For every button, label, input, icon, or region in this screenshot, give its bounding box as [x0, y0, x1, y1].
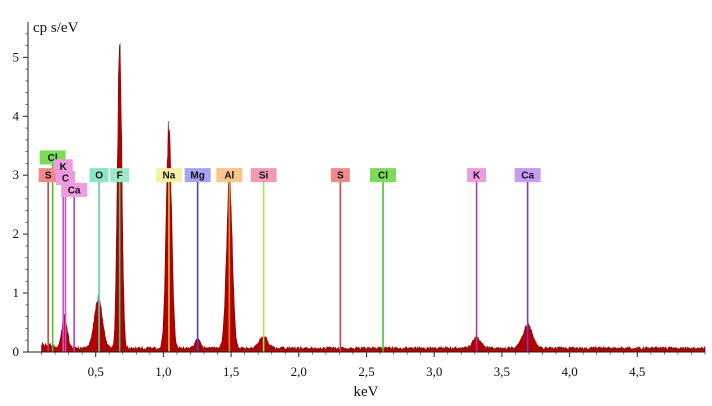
element-marker-label-bg: [370, 168, 397, 183]
element-marker-label: Al: [224, 171, 234, 182]
element-marker-label: K: [473, 171, 481, 182]
element-marker-label-bg: [467, 168, 487, 183]
element-marker-label-bg: [184, 168, 211, 183]
element-marker-label-bg: [514, 168, 541, 183]
x-tick-label: 4,5: [629, 364, 645, 379]
x-tick-label: 0,5: [88, 364, 104, 379]
element-marker-label: K: [60, 162, 68, 173]
y-tick-label: 1: [13, 285, 20, 300]
x-tick-label: 3,0: [426, 364, 442, 379]
element-marker-label: O: [95, 171, 103, 182]
element-marker-label-bg: [110, 168, 130, 183]
element-marker-label-bg: [61, 182, 88, 197]
y-tick-label: 2: [13, 226, 20, 241]
x-tick-label: 1,5: [223, 364, 239, 379]
plot-area: [41, 42, 706, 353]
element-marker-label-bg: [89, 168, 109, 183]
element-marker-label-bg: [330, 168, 350, 183]
element-marker-label: C: [62, 174, 69, 185]
element-marker-label: Ca: [521, 171, 534, 182]
element-marker-label-bg: [155, 168, 182, 183]
element-marker-label-bg: [56, 171, 76, 186]
element-marker-label-bg: [250, 168, 277, 183]
element-marker-label: Cl: [48, 153, 58, 164]
element-marker-label: Ca: [68, 185, 81, 196]
y-axis-title: cp s/eV: [33, 20, 79, 36]
element-marker-label: Si: [259, 171, 269, 182]
x-axis-title: keV: [354, 384, 379, 400]
element-marker-label-bg: [53, 159, 73, 174]
x-tick-label: 3,5: [494, 364, 510, 379]
x-tick-label: 2,0: [291, 364, 307, 379]
x-tick-label: 4,0: [561, 364, 577, 379]
spectrum-area: [41, 42, 706, 353]
y-tick-label: 3: [13, 167, 20, 182]
element-marker-label: S: [337, 171, 344, 182]
y-tick-label: 5: [13, 49, 20, 64]
element-marker-label: Mg: [190, 171, 204, 182]
element-marker-label-bg: [216, 168, 243, 183]
element-marker-label-bg: [38, 168, 58, 183]
x-tick-label: 1,0: [155, 364, 171, 379]
element-marker-label: F: [117, 171, 123, 182]
y-tick-label: 0: [13, 344, 20, 359]
ticks: 0,5 1,0 1,5 2,0 2,5 3,0 3,5 4,0 4,5 0 1 2 3 4 5: [13, 33, 706, 379]
element-marker-label: Cl: [378, 171, 388, 182]
axes: [27, 22, 705, 353]
x-tick-label: 2,5: [358, 364, 374, 379]
element-marker-label: S: [45, 171, 52, 182]
element-marker-label: Na: [163, 171, 176, 182]
y-tick-label: 4: [13, 108, 20, 123]
